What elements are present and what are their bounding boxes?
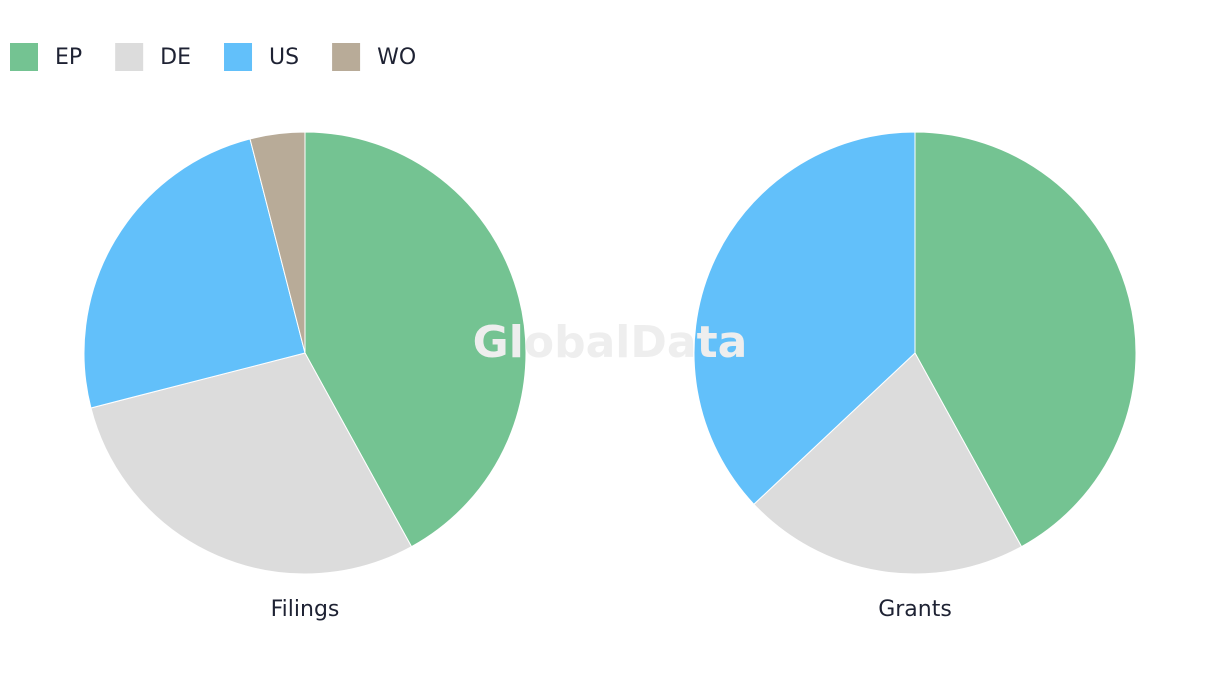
legend-label: EP [55,45,82,70]
watermark: GlobalData [473,317,748,368]
legend-label: WO [377,45,416,70]
legend-swatch [224,43,253,71]
pie-title: Grants [878,597,952,622]
pie-slice [90,352,413,575]
legend-swatch [10,43,38,71]
pie-title: Filings [271,597,340,622]
pie-slice [304,131,527,548]
pie-slice [914,131,1137,548]
pie-slice [753,352,1023,575]
pie-slice [83,138,306,409]
legend-swatch [115,43,144,71]
legend-swatch [332,43,361,71]
pie-slice [693,131,916,505]
pie-slice [249,131,306,354]
legend-label: US [269,45,299,70]
legend-label: DE [160,45,191,70]
